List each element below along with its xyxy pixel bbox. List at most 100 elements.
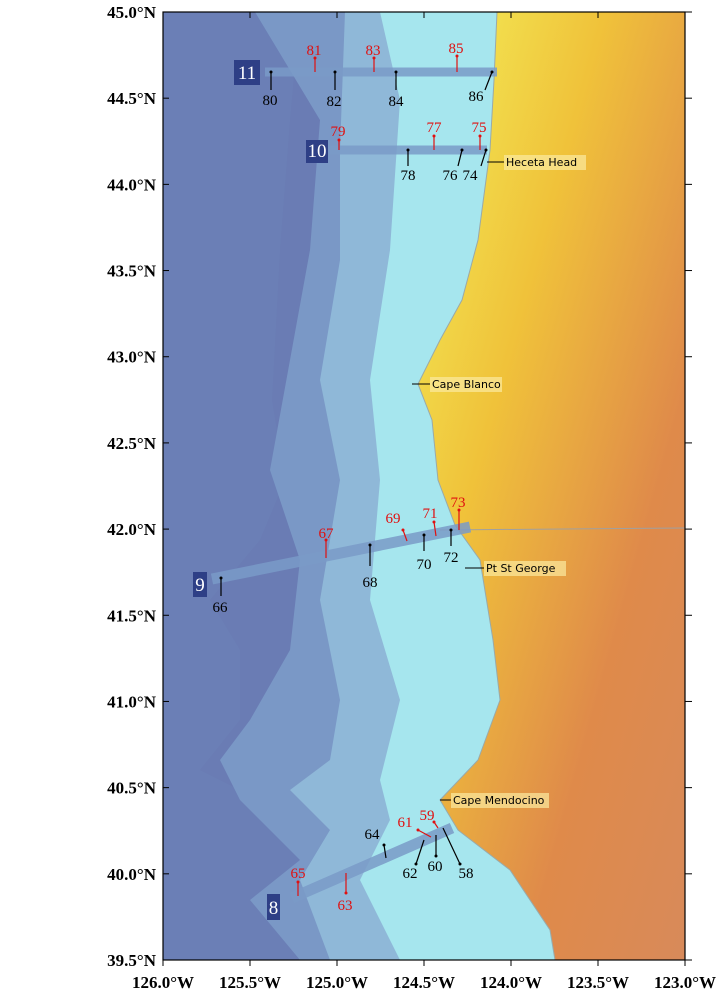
station-dot xyxy=(432,520,436,524)
station-label: 69 xyxy=(386,511,401,527)
lon-tick-label: 123.5°W xyxy=(567,973,629,992)
lat-tick-label: 45.0°N xyxy=(107,3,157,22)
station-marker xyxy=(417,829,432,838)
station-dot xyxy=(416,828,420,832)
transect-box xyxy=(234,60,260,85)
lat-tick-label: 43.5°N xyxy=(107,262,157,281)
transect-label: 11 xyxy=(238,63,256,84)
transect-box xyxy=(267,894,280,920)
station-label: 67 xyxy=(319,526,335,542)
station-label: 82 xyxy=(327,94,342,110)
station-dot xyxy=(344,891,348,895)
lon-tick-label: 125.0°W xyxy=(306,973,368,992)
station-label: 61 xyxy=(398,815,413,831)
lon-tick-label: 125.5°W xyxy=(219,973,281,992)
station-label: 76 xyxy=(443,168,459,184)
station-label: 86 xyxy=(469,89,485,105)
station-marker xyxy=(480,149,487,167)
station-label: 84 xyxy=(389,94,405,110)
station-label: 58 xyxy=(459,866,474,882)
map-background xyxy=(163,12,685,960)
station-marker xyxy=(484,71,493,91)
station-label: 80 xyxy=(263,93,278,109)
station-dot xyxy=(394,70,398,74)
lat-tick-label: 41.5°N xyxy=(107,606,157,625)
place-label-bg xyxy=(430,377,502,392)
station-dot xyxy=(382,843,386,847)
lon-tick-label: 124.0°W xyxy=(480,973,542,992)
station-label: 70 xyxy=(417,557,432,573)
station-dot xyxy=(313,56,317,60)
station-dot xyxy=(333,70,337,74)
station-dot xyxy=(434,854,438,858)
station-dot xyxy=(484,148,488,152)
lat-tick-label: 41.0°N xyxy=(107,692,157,711)
station-label: 65 xyxy=(291,866,306,882)
station-label: 83 xyxy=(366,43,381,59)
station-label: 60 xyxy=(428,859,443,875)
lat-tick-label: 42.5°N xyxy=(107,434,157,453)
station-dot xyxy=(324,538,328,542)
station-dot xyxy=(490,70,494,74)
station-dot xyxy=(432,820,436,824)
station-marker xyxy=(415,839,425,865)
station-label: 64 xyxy=(365,827,381,843)
station-marker xyxy=(402,529,408,542)
lon-tick-label: 126.0°W xyxy=(132,973,194,992)
station-label: 63 xyxy=(338,898,353,914)
lat-tick-label: 44.0°N xyxy=(107,175,157,194)
station-dot xyxy=(219,576,223,580)
place-label-bg xyxy=(451,793,549,808)
place-label-bg xyxy=(484,561,566,576)
station-label: 68 xyxy=(363,575,378,591)
lat-tick-label: 39.5°N xyxy=(107,951,157,970)
station-dot xyxy=(414,862,418,866)
lon-tick-label: 123.0°W xyxy=(654,973,716,992)
station-dot xyxy=(337,138,341,142)
station-dot xyxy=(458,862,462,866)
station-dot xyxy=(449,528,453,532)
station-label: 81 xyxy=(307,43,322,59)
station-dot xyxy=(460,148,464,152)
transect-label: 10 xyxy=(308,141,327,162)
station-dot xyxy=(406,148,410,152)
station-label: 74 xyxy=(463,168,479,184)
station-label: 78 xyxy=(401,168,416,184)
station-marker xyxy=(442,827,461,865)
lat-tick-label: 40.0°N xyxy=(107,865,157,884)
station-label: 77 xyxy=(427,120,443,136)
station-dot xyxy=(432,134,436,138)
transect-label: 9 xyxy=(195,575,205,596)
transect-box xyxy=(306,140,328,163)
station-dot xyxy=(455,54,459,58)
transect-label: 8 xyxy=(269,898,279,919)
lat-tick-label: 40.5°N xyxy=(107,779,157,798)
lon-tick-label: 124.5°W xyxy=(393,973,455,992)
station-label: 62 xyxy=(403,866,418,882)
lat-tick-label: 43.0°N xyxy=(107,348,157,367)
station-dot xyxy=(422,533,426,537)
transect xyxy=(289,822,455,904)
station-dot xyxy=(401,528,405,532)
lat-tick-label: 44.5°N xyxy=(107,89,157,108)
station-dot xyxy=(478,134,482,138)
station-label: 72 xyxy=(444,550,459,566)
place-label: Cape Mendocino xyxy=(453,794,545,807)
station-dot xyxy=(269,70,273,74)
station-label: 75 xyxy=(472,120,487,136)
station-label: 79 xyxy=(331,124,346,140)
lat-tick-label: 42.0°N xyxy=(107,520,157,539)
station-label: 73 xyxy=(451,495,466,511)
station-label: 71 xyxy=(423,506,438,522)
station-dot xyxy=(457,508,461,512)
station-dot xyxy=(372,56,376,60)
place-label: Cape Blanco xyxy=(432,378,501,391)
overlay: 45.0°N 44.5°N 44.0°N 43.5°N 43.0°N 42.5°N 42.0… xyxy=(107,3,716,992)
transect xyxy=(210,521,472,585)
station-marker xyxy=(433,521,437,537)
place-label: Heceta Head xyxy=(506,156,577,169)
station-marker xyxy=(383,844,387,859)
transect-box xyxy=(193,572,207,597)
